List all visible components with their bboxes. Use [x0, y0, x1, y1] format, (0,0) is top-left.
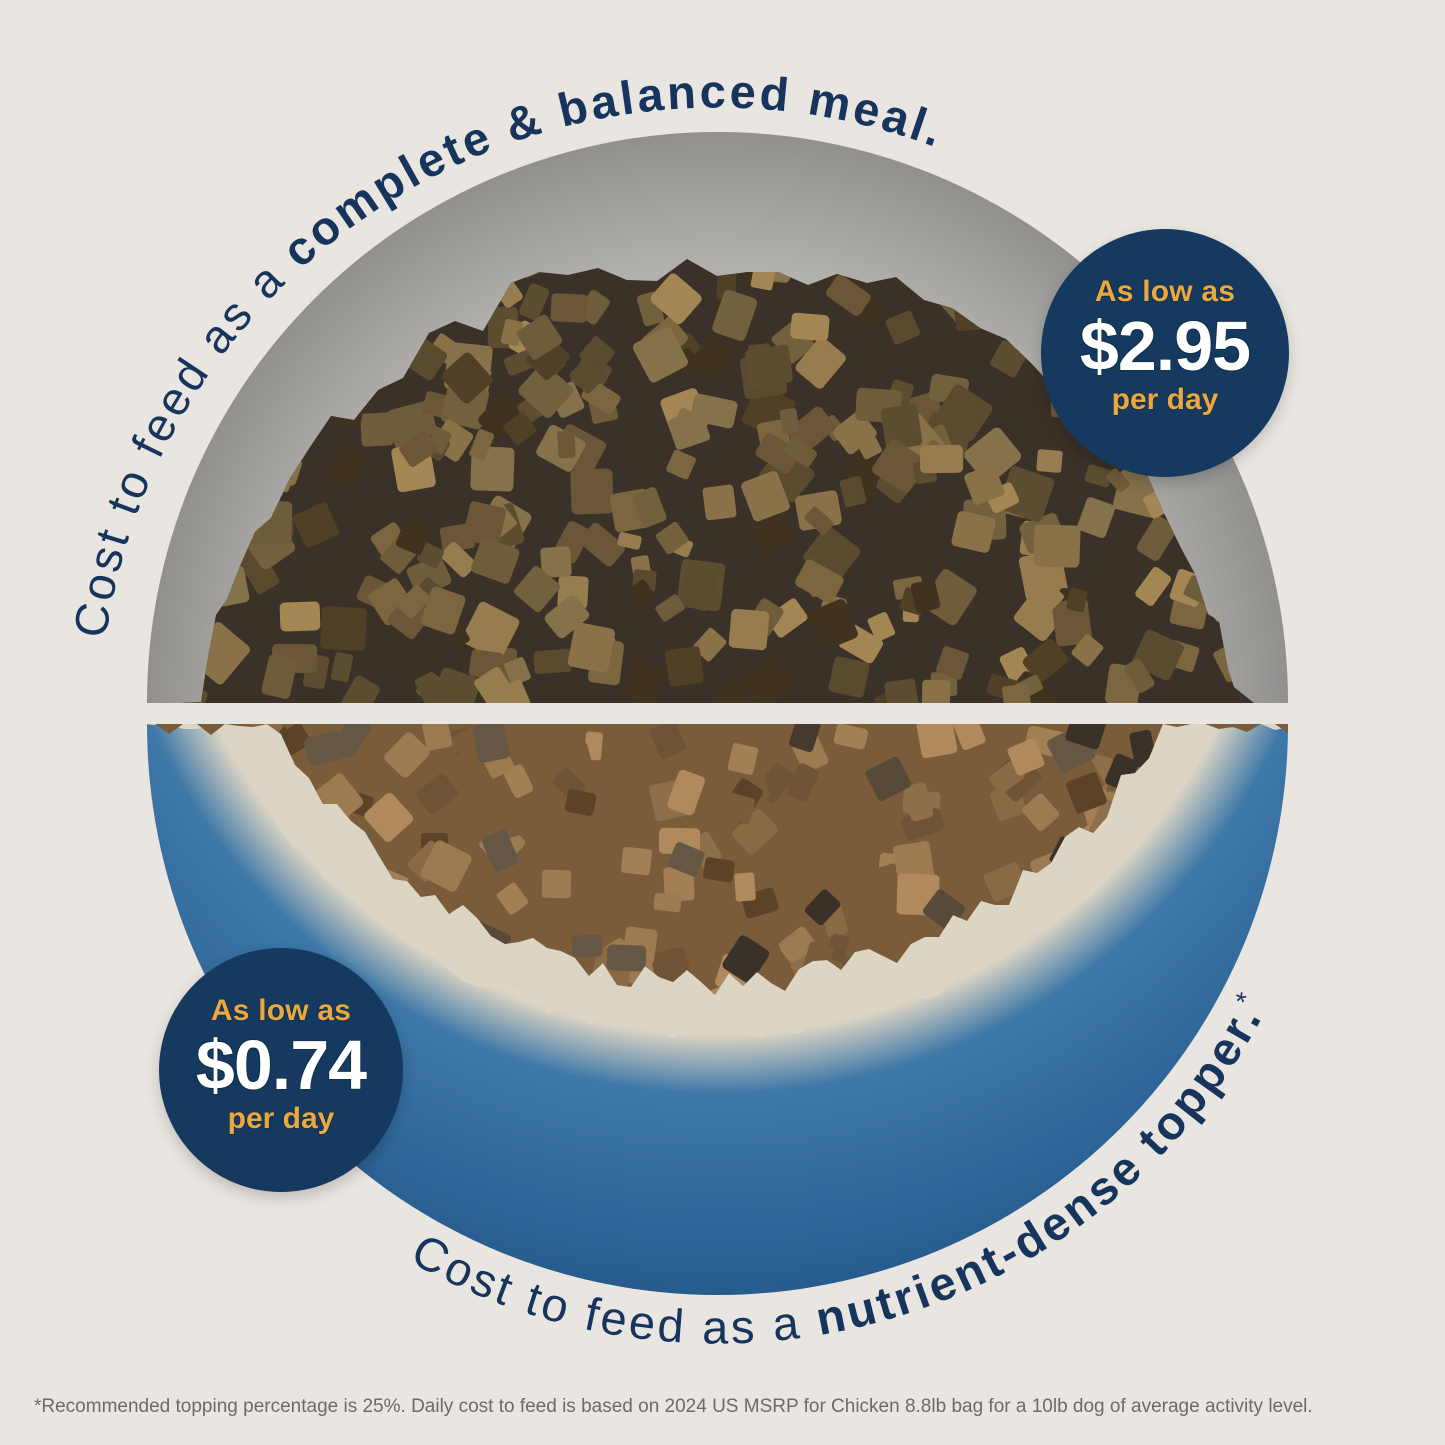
- svg-text:Cost to feed as a complete & b: Cost to feed as a complete & balanced me…: [63, 64, 953, 641]
- svg-text:Cost to feed as a nutrient-den: Cost to feed as a nutrient-dense topper.…: [404, 985, 1273, 1354]
